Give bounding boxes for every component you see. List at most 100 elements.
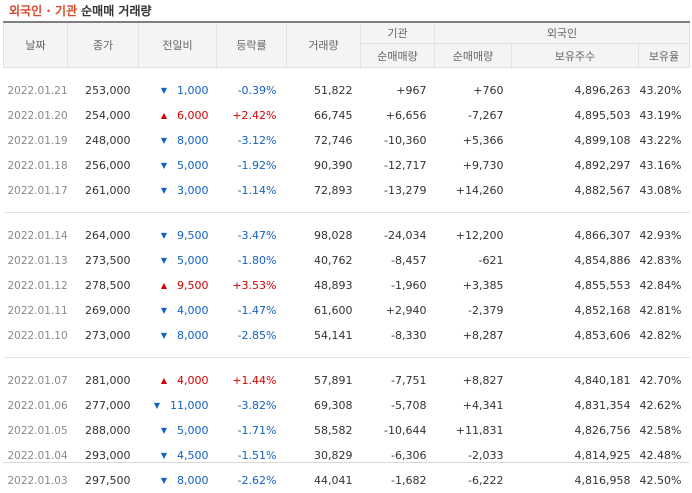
cell-inst-net: -8,457: [361, 248, 435, 273]
down-arrow-icon: ▼: [161, 231, 167, 240]
cell-holding-rate: 42.84%: [639, 273, 690, 298]
col-foreign: 외국인: [435, 22, 690, 44]
group-separator: [4, 348, 690, 358]
cell-foreign-net: +9,730: [435, 153, 512, 178]
cell-inst-net: -8,330: [361, 323, 435, 348]
col-change: 전일비: [139, 22, 217, 68]
table-header: 날짜 종가 전일비 등락률 거래량 기관 외국인 순매매량 순매매량 보유주수 …: [4, 22, 690, 68]
cell-foreign-net: +5,366: [435, 128, 512, 153]
cell-rate: -3.12%: [217, 128, 287, 153]
down-arrow-icon: ▼: [161, 136, 167, 145]
cell-inst-net: -1,682: [361, 468, 435, 493]
cell-foreign-net: +760: [435, 78, 512, 103]
cell-holdings: 4,896,263: [512, 78, 639, 103]
cell-inst-net: -6,306: [361, 443, 435, 468]
cell-change: ▼3,000: [139, 178, 217, 203]
cell-volume: 66,745: [287, 103, 361, 128]
cell-close: 277,000: [68, 393, 139, 418]
cell-foreign-net: -621: [435, 248, 512, 273]
cell-holding-rate: 42.82%: [639, 323, 690, 348]
cell-foreign-net: +12,200: [435, 223, 512, 248]
cell-date: 2022.01.13: [4, 248, 68, 273]
up-arrow-icon: ▲: [161, 111, 167, 120]
cell-change: ▼5,000: [139, 418, 217, 443]
cell-rate: -1.80%: [217, 248, 287, 273]
cell-holdings: 4,899,108: [512, 128, 639, 153]
down-arrow-icon: ▼: [161, 306, 167, 315]
cell-holding-rate: 43.08%: [639, 178, 690, 203]
cell-holding-rate: 43.22%: [639, 128, 690, 153]
group-spacer: [4, 213, 690, 224]
col-close: 종가: [68, 22, 139, 68]
cell-foreign-net: +14,260: [435, 178, 512, 203]
cell-holdings: 4,831,354: [512, 393, 639, 418]
cell-date: 2022.01.10: [4, 323, 68, 348]
cell-close: 273,000: [68, 323, 139, 348]
cell-rate: -0.39%: [217, 78, 287, 103]
change-value: 5,000: [177, 159, 209, 172]
cell-inst-net: +6,656: [361, 103, 435, 128]
cell-holding-rate: 43.16%: [639, 153, 690, 178]
cell-date: 2022.01.21: [4, 78, 68, 103]
cell-change: ▲9,500: [139, 273, 217, 298]
change-value: 4,500: [177, 449, 209, 462]
cell-volume: 48,893: [287, 273, 361, 298]
cell-close: 256,000: [68, 153, 139, 178]
cell-foreign-net: -2,033: [435, 443, 512, 468]
cell-inst-net: -12,717: [361, 153, 435, 178]
cell-rate: -1.71%: [217, 418, 287, 443]
cell-inst-net: -13,279: [361, 178, 435, 203]
change-value: 9,500: [177, 279, 209, 292]
cell-rate: -1.47%: [217, 298, 287, 323]
cell-change: ▲ 6,000: [139, 103, 217, 128]
cell-date: 2022.01.06: [4, 393, 68, 418]
cell-change: ▼8,000: [139, 323, 217, 348]
col-institution: 기관: [361, 22, 435, 44]
cell-holding-rate: 42.93%: [639, 223, 690, 248]
cell-rate: -1.92%: [217, 153, 287, 178]
cell-change: ▼9,500: [139, 223, 217, 248]
cell-foreign-net: +3,385: [435, 273, 512, 298]
cell-close: 293,000: [68, 443, 139, 468]
title-rest: 순매매 거래량: [81, 4, 151, 18]
cell-holdings: 4,814,925: [512, 443, 639, 468]
cell-foreign-net: +11,831: [435, 418, 512, 443]
cell-volume: 44,041: [287, 468, 361, 493]
cell-rate: -3.82%: [217, 393, 287, 418]
col-date: 날짜: [4, 22, 68, 68]
foreign-institution-panel: 외국인 · 기관 순매매 거래량 날짜 종가 전일비 등락률 거래량 기관 외국인…: [0, 0, 692, 465]
cell-rate: -1.51%: [217, 443, 287, 468]
cell-rate: -1.14%: [217, 178, 287, 203]
cell-change: ▼5,000: [139, 248, 217, 273]
cell-holding-rate: 43.19%: [639, 103, 690, 128]
cell-date: 2022.01.14: [4, 223, 68, 248]
col-holdings: 보유주수: [512, 44, 639, 68]
change-value: 5,000: [177, 424, 209, 437]
up-arrow-icon: ▲: [161, 376, 167, 385]
title-accent: 외국인 · 기관: [9, 4, 77, 18]
cell-holdings: 4,852,168: [512, 298, 639, 323]
cell-volume: 51,822: [287, 78, 361, 103]
cell-foreign-net: -6,222: [435, 468, 512, 493]
cell-rate: -2.85%: [217, 323, 287, 348]
change-value: 6,000: [177, 109, 209, 122]
cell-change: ▼5,000: [139, 153, 217, 178]
cell-volume: 72,893: [287, 178, 361, 203]
cell-date: 2022.01.20: [4, 103, 68, 128]
cell-rate: +2.42%: [217, 103, 287, 128]
cell-holdings: 4,853,606: [512, 323, 639, 348]
cell-volume: 90,390: [287, 153, 361, 178]
col-inst-net: 순매매량: [361, 44, 435, 68]
cell-volume: 54,141: [287, 323, 361, 348]
cell-volume: 58,582: [287, 418, 361, 443]
